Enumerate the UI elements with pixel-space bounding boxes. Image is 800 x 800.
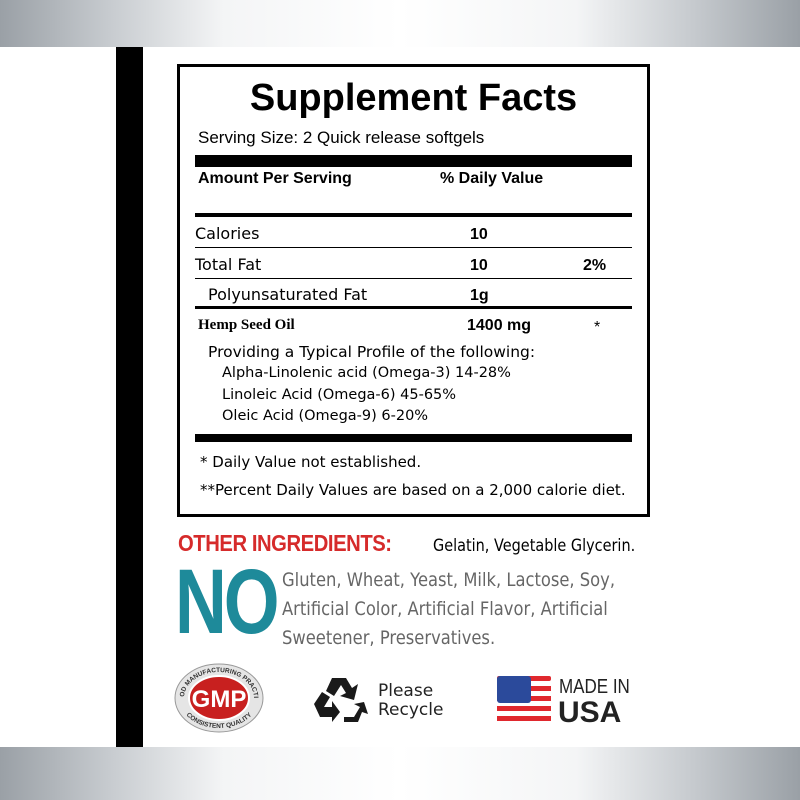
gmp-text: GMP — [192, 686, 247, 713]
profile-item: Oleic Acid (Omega-9) 6-20% — [222, 408, 429, 424]
row-dv: 2% — [583, 257, 607, 274]
divider — [195, 278, 632, 279]
profile-item: Linoleic Acid (Omega-6) 45-65% — [222, 387, 457, 403]
gmp-seal-icon: GOOD MANUFACTURING PRACTICE CONSISTENT Q… — [171, 658, 264, 733]
left-black-bar — [116, 47, 143, 747]
recycle-line: Please — [378, 681, 434, 701]
other-ingredients-value: Gelatin, Vegetable Glycerin. — [433, 536, 636, 556]
profile-intro: Providing a Typical Profile of the follo… — [208, 343, 536, 361]
bottom-silver-band — [0, 747, 800, 800]
usa-text: USA — [558, 696, 622, 729]
row-name: Polyunsaturated Fat — [208, 285, 368, 304]
supplement-facts-box: Supplement Facts Serving Size: 2 Quick r… — [177, 64, 650, 517]
footnote: * Daily Value not established. — [200, 453, 422, 471]
free-from-line: Artificial Color, Artificial Flavor, Art… — [282, 598, 608, 620]
free-from-line: Sweetener, Preservatives. — [282, 627, 496, 649]
no-heading: NO — [175, 551, 280, 653]
gmp-badge: GOOD MANUFACTURING PRACTICE CONSISTENT Q… — [171, 658, 264, 733]
recycle-line: Recycle — [378, 700, 444, 720]
serving-size: Serving Size: 2 Quick release softgels — [198, 128, 485, 147]
recycle-text: Please Recycle — [378, 682, 443, 720]
row-amount: 10 — [470, 257, 488, 274]
divider — [195, 434, 632, 442]
made-in-text: MADE IN — [559, 676, 630, 698]
divider — [195, 213, 632, 217]
footnote: **Percent Daily Values are based on a 2,… — [200, 481, 626, 499]
row-name: Hemp Seed Oil — [198, 317, 295, 333]
row-amount: 1g — [470, 287, 489, 304]
divider — [195, 155, 632, 167]
amount-header: Amount Per Serving — [198, 170, 352, 187]
other-ingredients-label: OTHER INGREDIENTS: — [178, 530, 392, 556]
profile-item: Alpha-Linolenic acid (Omega-3) 14-28% — [222, 365, 511, 381]
divider — [195, 247, 632, 248]
row-name: Calories — [195, 224, 260, 243]
row-amount: 10 — [470, 226, 488, 243]
us-flag-icon — [497, 676, 551, 731]
top-silver-band — [0, 0, 800, 47]
free-from-line: Gluten, Wheat, Yeast, Milk, Lactose, Soy… — [282, 569, 616, 591]
facts-title: Supplement Facts — [249, 77, 578, 119]
row-name: Total Fat — [195, 255, 262, 274]
recycle-icon — [312, 674, 368, 733]
dv-header: % Daily Value — [440, 170, 544, 187]
row-amount: 1400 mg — [467, 317, 532, 334]
divider — [195, 306, 632, 309]
row-dv: * — [594, 319, 601, 336]
